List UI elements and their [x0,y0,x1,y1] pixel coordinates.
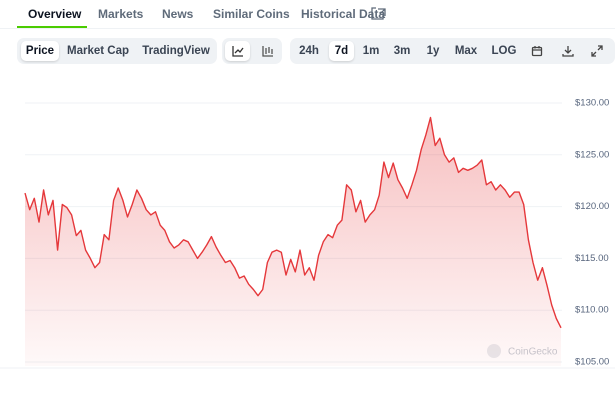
watermark-logo [487,344,501,358]
y-tick-label: $105.00 [575,357,609,368]
calendar-button[interactable] [527,41,547,61]
tab[interactable]: Overview [28,7,82,21]
y-tick-label: $115.00 [575,253,609,264]
calendar-icon [531,46,543,57]
download-button[interactable] [558,41,578,61]
view-button[interactable]: Price [21,41,59,61]
view-button[interactable]: TradingView [142,45,210,57]
tab-divider [0,28,615,29]
download-icon [562,46,574,57]
y-tick-label: $110.00 [575,305,609,316]
range-button[interactable]: 7d [329,41,354,61]
candle-icon [261,46,273,57]
range-button[interactable]: 1y [426,45,440,57]
price-line [24,116,562,329]
line-chart-button[interactable] [225,41,250,61]
fullscreen-button[interactable] [587,41,607,61]
range-button[interactable]: Max [454,45,478,57]
y-tick-label: $130.00 [575,98,609,109]
tab[interactable]: Similar Coins [213,7,290,21]
range-button[interactable]: 3m [393,45,411,57]
tab[interactable]: Historical Data [301,7,386,21]
tab-underline [17,26,87,28]
y-tick-label: $125.00 [575,149,609,160]
candle-chart-button[interactable] [255,41,280,61]
y-tick-label: $120.00 [575,201,609,212]
view-button[interactable]: Market Cap [67,45,129,57]
tab[interactable]: Markets [98,7,144,21]
watermark: CoinGecko [508,347,558,358]
range-button[interactable]: 1m [362,45,380,57]
expand-icon [591,45,603,57]
line-icon [231,46,244,57]
range-button[interactable]: LOG [491,45,517,57]
tab[interactable]: News [162,7,194,21]
range-button[interactable]: 24h [299,45,319,57]
price-area [25,117,561,366]
